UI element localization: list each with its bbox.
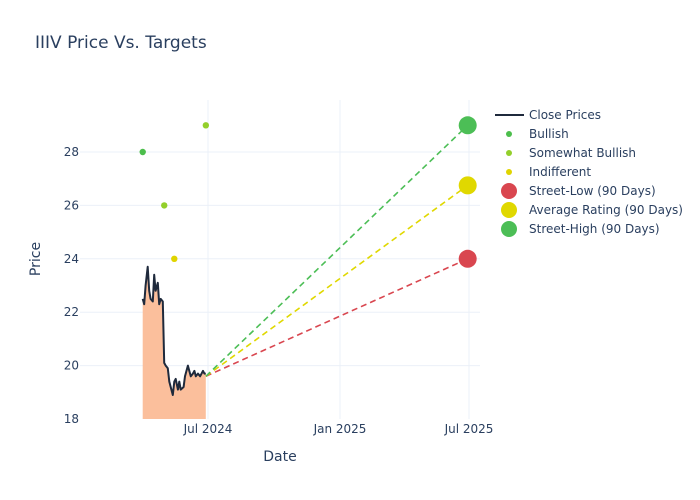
rating-point[interactable]: [171, 255, 178, 262]
x-axis-title: Date: [263, 449, 296, 465]
legend-label: Street-High (90 Days): [529, 222, 660, 236]
legend-dot-icon: [501, 221, 517, 237]
legend-dot-icon: [506, 169, 512, 175]
legend-label: Street-Low (90 Days): [529, 184, 656, 198]
target-projection-lines: [205, 124, 469, 378]
legend-item[interactable]: Street-Low (90 Days): [501, 183, 656, 199]
analyst-rating-points[interactable]: [139, 116, 477, 268]
y-tick-label: 18: [64, 412, 79, 426]
legend-dot-icon: [501, 183, 517, 199]
close-price-line[interactable]: [141, 265, 206, 396]
y-axis-ticks: 18 20 22 24 26 28: [64, 145, 79, 426]
x-tick-label: Jul 2025: [444, 422, 494, 436]
target-marker[interactable]: [458, 116, 477, 135]
legend-dot-icon: [501, 202, 517, 218]
y-tick-label: 24: [64, 252, 79, 266]
close-price-area: [142, 266, 206, 419]
legend-label: Average Rating (90 Days): [529, 203, 683, 217]
legend-item[interactable]: Close Prices: [495, 108, 601, 122]
y-tick-label: 22: [64, 305, 79, 319]
y-tick-label: 26: [64, 198, 79, 212]
close-price-path[interactable]: [141, 265, 206, 396]
legend-item[interactable]: Street-High (90 Days): [501, 221, 660, 237]
legend-label: Close Prices: [529, 108, 601, 122]
grid-lines: [80, 100, 480, 419]
legend-item[interactable]: Somewhat Bullish: [506, 146, 636, 160]
legend-label: Somewhat Bullish: [529, 146, 636, 160]
chart-title: IIIV Price Vs. Targets: [35, 33, 207, 53]
legend-label: Indifferent: [529, 165, 591, 179]
x-tick-label: Jul 2024: [183, 422, 233, 436]
legend[interactable]: Close Prices Bullish Somewhat Bullish Indif…: [495, 108, 683, 237]
legend-dot-icon: [506, 131, 512, 137]
legend-item[interactable]: Average Rating (90 Days): [501, 202, 683, 218]
target-marker[interactable]: [458, 249, 477, 268]
legend-item[interactable]: Indifferent: [506, 165, 591, 179]
x-tick-label: Jan 2025: [313, 422, 367, 436]
y-tick-label: 20: [64, 359, 79, 373]
x-axis-ticks: Jul 2024 Jan 2025 Jul 2025: [183, 422, 494, 436]
legend-item[interactable]: Bullish: [506, 127, 569, 141]
rating-point[interactable]: [202, 122, 210, 129]
y-axis-title: Price: [28, 242, 44, 276]
legend-label: Bullish: [529, 127, 569, 141]
y-tick-label: 28: [64, 145, 79, 159]
rating-point[interactable]: [161, 202, 168, 209]
legend-dot-icon: [506, 150, 512, 156]
rating-point[interactable]: [139, 148, 146, 156]
target-marker[interactable]: [458, 176, 477, 195]
